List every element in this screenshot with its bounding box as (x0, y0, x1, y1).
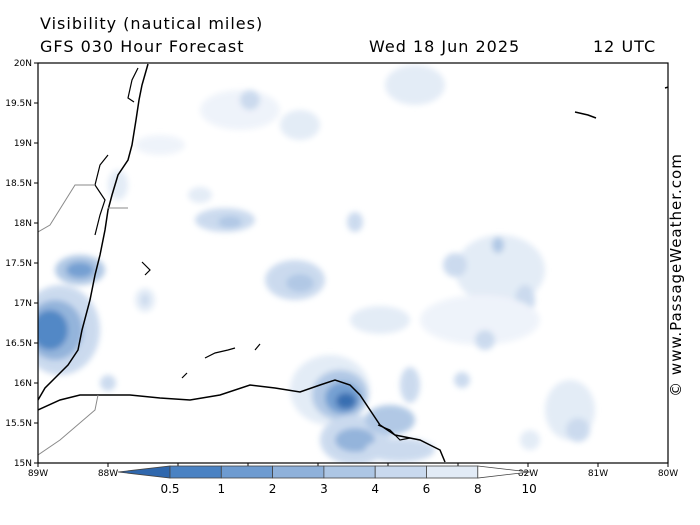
colorbar-segment (426, 465, 479, 479)
lat-label: 19N (14, 139, 32, 149)
map-title: Visibility (nautical miles) (40, 14, 264, 33)
lon-label: 88W (98, 469, 118, 479)
lat-label: 15N (14, 459, 32, 469)
lat-label: 16N (14, 379, 32, 389)
lat-label: 17N (14, 299, 32, 309)
lon-label: 80W (658, 469, 678, 479)
colorbar-label: 1 (217, 482, 225, 496)
colorbar-segment (272, 465, 325, 479)
forecast-time: 12 UTC (593, 37, 657, 56)
colorbar-segment (169, 465, 222, 479)
colorbar-label: 4 (371, 482, 379, 496)
forecast-label: GFS 030 Hour Forecast (40, 37, 245, 56)
lat-label: 18.5N (5, 179, 32, 189)
lat-label: 18N (14, 219, 32, 229)
colorbar-label: 6 (423, 482, 431, 496)
coastline (38, 63, 668, 463)
colorbar-segment (220, 465, 274, 479)
colorbar-label: 2 (269, 482, 277, 496)
colorbar-label: 0.5 (160, 482, 179, 496)
colorbar-arrow-low (117, 465, 171, 479)
lon-label: 89W (28, 469, 48, 479)
colorbar-label: 3 (320, 482, 328, 496)
lon-label: 81W (588, 469, 608, 479)
colorbar-label: 10 (521, 482, 536, 496)
colorbar-segment (374, 465, 427, 479)
lat-label: 15.5N (5, 419, 32, 429)
lat-label: 17.5N (5, 259, 32, 269)
lon-label: 82W (518, 469, 538, 479)
colorbar-label: 8 (474, 482, 482, 496)
lat-label: 20N (14, 59, 32, 69)
colorbar-arrow-high (477, 465, 530, 479)
visibility-contours (38, 65, 595, 463)
colorbar-segment (323, 465, 376, 479)
colorbar: 0.5 1 2 3 4 6 8 10 (117, 465, 537, 496)
lat-label: 16.5N (5, 339, 32, 349)
lat-label: 19.5N (5, 99, 32, 109)
forecast-date: Wed 18 Jun 2025 (369, 37, 521, 56)
